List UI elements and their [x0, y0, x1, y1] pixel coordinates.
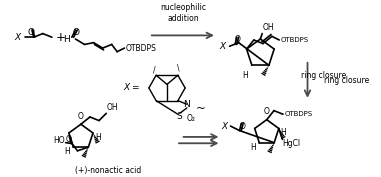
Text: S: S — [177, 112, 182, 121]
Text: OH: OH — [106, 102, 118, 112]
Text: X⁣: X⁣ — [221, 122, 227, 131]
Text: H: H — [95, 133, 101, 142]
Text: X⁣: X⁣ — [15, 33, 21, 42]
Text: OTBDPS: OTBDPS — [285, 111, 313, 117]
Text: nucleophilic
addition: nucleophilic addition — [160, 3, 206, 23]
Text: /: / — [153, 65, 155, 74]
Text: O: O — [264, 107, 270, 116]
Text: O: O — [78, 112, 84, 121]
Text: O: O — [239, 121, 245, 130]
Text: N: N — [184, 100, 190, 109]
Text: \: \ — [176, 64, 179, 73]
Text: H: H — [242, 71, 248, 80]
Text: O: O — [27, 28, 35, 37]
Text: HO: HO — [53, 136, 65, 145]
Text: OTBDPS: OTBDPS — [125, 44, 156, 53]
Text: H: H — [64, 147, 70, 156]
Text: O: O — [66, 135, 71, 144]
Text: O: O — [235, 35, 241, 44]
Text: H: H — [280, 129, 287, 138]
Text: X⁣ =: X⁣ = — [123, 82, 140, 92]
Text: HgCl: HgCl — [282, 139, 301, 148]
Text: OH: OH — [262, 23, 274, 32]
Text: O: O — [73, 28, 80, 37]
Text: O₂: O₂ — [187, 114, 196, 123]
Text: H: H — [63, 35, 70, 44]
Text: OTBDPS: OTBDPS — [281, 37, 309, 43]
Text: +: + — [56, 31, 66, 44]
Text: ring closure: ring closure — [324, 76, 369, 85]
Text: (+)-nonactic acid: (+)-nonactic acid — [75, 166, 142, 175]
Text: X⁣: X⁣ — [219, 42, 226, 51]
Text: ring closure: ring closure — [301, 71, 346, 80]
Text: H: H — [250, 143, 256, 152]
Text: ~: ~ — [196, 101, 206, 114]
